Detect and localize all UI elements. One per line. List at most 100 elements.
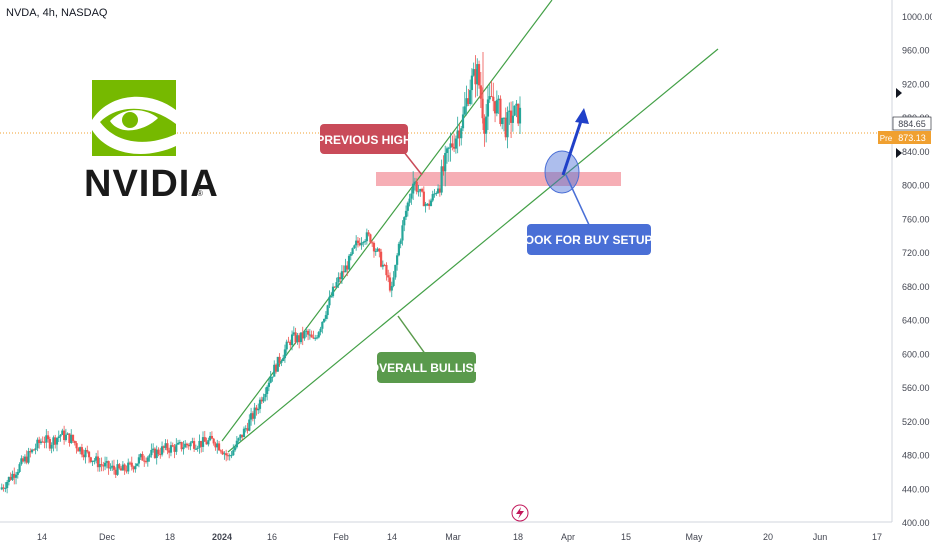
candle-body <box>166 443 169 451</box>
buy-zone-circle[interactable] <box>544 150 580 194</box>
candle-body <box>89 457 92 462</box>
candle-body <box>274 364 278 372</box>
candle-body <box>253 407 256 419</box>
candle-body <box>2 487 5 489</box>
time-scale[interactable]: 14 Dec 18 2024 16 Feb 14 Mar 18 Apr 15 May 20 Jun 17 <box>37 532 882 542</box>
callout-look-for-buy[interactable]: LOOK FOR BUY SETUPS <box>517 174 661 255</box>
candle-body <box>258 399 262 409</box>
candle-body <box>200 440 203 447</box>
candle-body <box>144 461 148 463</box>
candle-body <box>431 194 434 201</box>
candle-body <box>385 265 388 276</box>
candle-body <box>298 335 301 343</box>
price-tick-label: 480.00 <box>902 451 930 461</box>
candle-body <box>321 321 324 329</box>
candle-body <box>403 217 406 226</box>
candle-body <box>435 192 438 194</box>
candle-body <box>128 462 132 464</box>
candle-body <box>429 200 433 207</box>
candle-body <box>52 437 55 445</box>
candle-body <box>453 146 456 149</box>
symbol-title: NVDA, 4h, NASDAQ <box>6 7 108 19</box>
candle-body <box>276 356 279 372</box>
candle-body <box>70 434 73 443</box>
candle-body <box>454 138 457 149</box>
candle-body <box>347 255 351 270</box>
candle-body <box>502 117 506 119</box>
candle-body <box>285 341 288 350</box>
candle-body <box>187 444 190 447</box>
candle-body <box>280 360 283 363</box>
lower-trendline[interactable] <box>227 48 719 453</box>
candle-body <box>495 100 498 114</box>
candle-body <box>66 433 69 435</box>
candle-body <box>143 460 146 462</box>
candle-body <box>6 481 9 489</box>
lightning-icon[interactable] <box>511 504 529 522</box>
candle-body <box>45 435 48 443</box>
candle-body <box>176 442 180 445</box>
candle-body <box>178 442 181 444</box>
candle-body <box>333 286 336 288</box>
candle-body <box>444 152 447 172</box>
candle-body <box>0 487 3 490</box>
candle-body <box>57 436 60 439</box>
price-tick-label: 400.00 <box>902 518 930 528</box>
candle-body <box>419 188 422 192</box>
candle-body <box>356 240 360 243</box>
candle-body <box>248 419 251 431</box>
candle-body <box>75 443 78 449</box>
candle-body <box>107 461 110 469</box>
candle-body <box>289 341 292 346</box>
candle-body <box>271 376 274 378</box>
candle-body <box>326 305 329 316</box>
candle-body <box>223 453 226 455</box>
candle-body <box>353 245 356 249</box>
candle-body <box>54 437 57 445</box>
candle-body <box>479 85 482 99</box>
price-tick-label: 840.00 <box>902 147 930 157</box>
candle-body <box>337 277 340 283</box>
candle-body <box>476 64 479 85</box>
callout-overall-bullish[interactable]: OVERALL BULLISH <box>370 315 482 383</box>
candle-body <box>251 413 254 419</box>
price-tick-label: 960.00 <box>902 46 930 56</box>
candle-body <box>102 465 105 467</box>
candle-body <box>287 341 290 343</box>
price-scale[interactable]: 1000.00960.00920.00880.00840.00800.00760… <box>902 12 932 528</box>
candle-body <box>438 188 441 193</box>
candle-body <box>296 335 299 343</box>
candle-body <box>216 443 219 448</box>
candle-body <box>440 166 443 193</box>
up-arrow-shaft <box>561 117 584 176</box>
candle-body <box>150 449 153 456</box>
candle-body <box>137 457 141 464</box>
candle-body <box>383 264 386 266</box>
candle-body <box>310 334 313 338</box>
callout-previous-high[interactable]: PREVIOUS HIGH <box>316 124 423 176</box>
candle-body <box>485 116 488 134</box>
candle-body <box>406 202 409 211</box>
candle-body <box>171 445 174 447</box>
candle-body <box>401 225 404 241</box>
candle-body <box>127 462 130 472</box>
candle-body <box>232 450 235 456</box>
candle-body <box>449 143 452 148</box>
candle-body <box>55 438 59 445</box>
candle-body <box>162 446 165 448</box>
candle-body <box>146 457 149 462</box>
candle-body <box>346 265 349 270</box>
candle-body <box>308 334 311 336</box>
candle-body <box>212 438 215 444</box>
resistance-zone[interactable] <box>376 172 621 186</box>
candle-body <box>312 337 315 339</box>
last-price-badge: 884.65 <box>892 116 932 131</box>
candle-body <box>513 105 516 116</box>
price-tick-label: 920.00 <box>902 79 930 89</box>
candle-body <box>18 464 21 472</box>
candle-body <box>340 271 344 280</box>
candle-body <box>34 448 37 450</box>
candle-body <box>86 449 89 452</box>
